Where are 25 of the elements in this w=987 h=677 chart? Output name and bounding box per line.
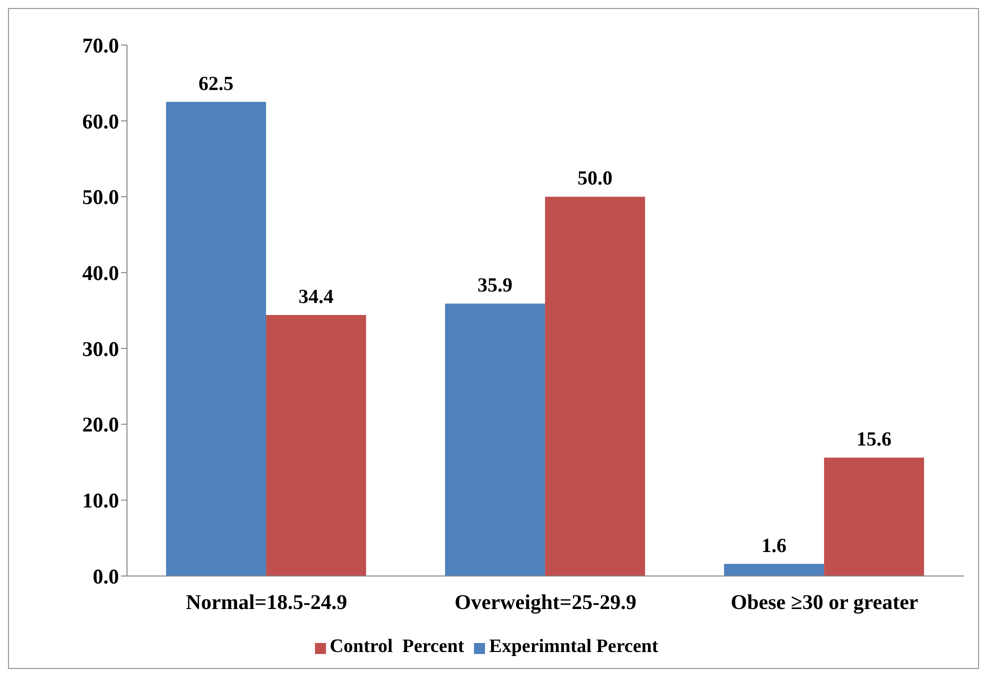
legend-label: Control Percent xyxy=(330,636,464,657)
y-tick-label: 60.0 xyxy=(82,109,119,134)
y-tick-label: 10.0 xyxy=(82,488,119,513)
bar xyxy=(266,315,366,576)
data-label: 34.4 xyxy=(298,286,334,308)
bar xyxy=(445,304,546,576)
data-label: 15.6 xyxy=(856,428,892,451)
bar xyxy=(824,458,924,576)
data-label: 62.5 xyxy=(198,72,234,95)
legend-label: Experimntal Percent xyxy=(489,636,658,657)
data-label: 35.9 xyxy=(478,274,513,297)
x-tick-label: Obese ≥30 or greater xyxy=(730,590,918,614)
y-tick-label: 40.0 xyxy=(82,261,119,286)
bar xyxy=(724,564,824,576)
bar xyxy=(166,102,266,576)
y-tick-label: 20.0 xyxy=(82,412,119,437)
y-tick-label: 50.0 xyxy=(82,185,119,210)
data-label: 50.0 xyxy=(578,168,613,190)
bar xyxy=(545,196,646,576)
x-tick-label: Normal=18.5-24.9 xyxy=(186,590,348,614)
data-label: 1.6 xyxy=(762,534,787,557)
x-tick-label: Overweight=25-29.9 xyxy=(454,590,636,614)
y-tick-label: 70.0 xyxy=(82,33,119,58)
y-tick-label: 0.0 xyxy=(92,564,119,588)
y-tick-label: 30.0 xyxy=(82,336,119,361)
